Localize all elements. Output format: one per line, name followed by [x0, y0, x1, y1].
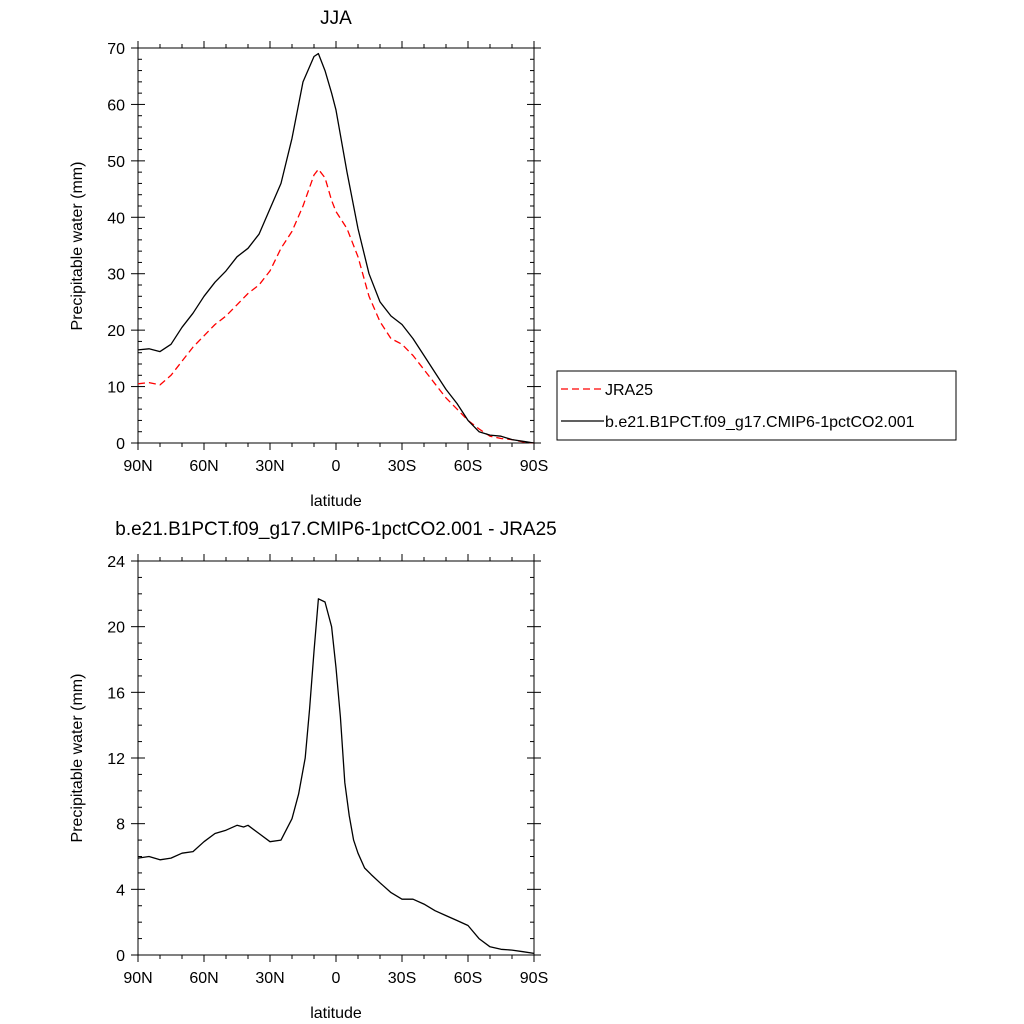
legend-label-model: b.e21.B1PCT.f09_g17.CMIP6-1pctCO2.001: [605, 414, 915, 431]
y-tick-label: 70: [107, 41, 125, 58]
y-tick-label: 20: [107, 323, 125, 340]
x-tick-label: 0: [332, 970, 341, 987]
axis-ticks: [131, 554, 541, 962]
legend-label-jra25: JRA25: [605, 382, 653, 399]
plot-frame: [137, 47, 535, 444]
series-line-1: [137, 52, 535, 444]
x-tick-label: 60N: [189, 458, 218, 475]
x-tick-label: 90S: [520, 970, 548, 987]
y-tick-label: 4: [116, 882, 125, 899]
y-tick-label: 12: [107, 751, 125, 768]
x-tick-label: 0: [332, 458, 341, 475]
series-lines: [137, 598, 535, 955]
axis-ticks: [131, 41, 541, 450]
x-tick-label: 60N: [189, 970, 218, 987]
chart-title: b.e21.B1PCT.f09_g17.CMIP6-1pctCO2.001 - …: [115, 519, 556, 540]
x-axis-label: latitude: [310, 1005, 362, 1022]
y-tick-label: 50: [107, 154, 125, 171]
x-tick-label: 90N: [123, 970, 152, 987]
x-axis-label: latitude: [310, 493, 362, 510]
y-tick-label: 30: [107, 267, 125, 284]
x-tick-label: 30N: [255, 458, 284, 475]
chart-jja: JJA 90N 60N 30N 0 30S 60S 90S 010203040506070 …: [69, 8, 548, 510]
x-tick-label: 30S: [388, 458, 416, 475]
plot-frame: [137, 560, 535, 956]
chart-title: JJA: [320, 8, 352, 29]
chart-difference: b.e21.B1PCT.f09_g17.CMIP6-1pctCO2.001 - …: [69, 519, 557, 1022]
x-tick-label: 90N: [123, 458, 152, 475]
x-tick-labels: 90N 60N 30N 0 30S 60S 90S: [123, 458, 548, 475]
series-lines: [137, 52, 535, 444]
y-tick-labels: 0 4 8 12 16 20 24: [107, 554, 125, 965]
y-tick-labels: 0 10 20 30 40 50 60 70: [107, 41, 125, 453]
x-tick-label: 90S: [520, 458, 548, 475]
y-tick-label: 10: [107, 380, 125, 397]
y-axis-label: Precipitable water (mm): [69, 162, 86, 331]
y-axis-label: Precipitable water (mm): [69, 674, 86, 843]
y-tick-label: 24: [107, 554, 125, 571]
y-tick-label: 40: [107, 210, 125, 227]
legend-box: [556, 370, 957, 441]
x-tick-label: 30S: [388, 970, 416, 987]
y-tick-label: 16: [107, 685, 125, 702]
y-tick-label: 8: [116, 817, 125, 834]
series-line-0: [137, 168, 535, 444]
x-tick-label: 60S: [454, 970, 482, 987]
x-tick-label: 30N: [255, 970, 284, 987]
y-tick-label: 0: [116, 436, 125, 453]
series-line-0: [137, 598, 535, 955]
x-tick-label: 60S: [454, 458, 482, 475]
legend: JRA25 b.e21.B1PCT.f09_g17.CMIP6-1pctCO2.…: [556, 370, 957, 441]
y-tick-label: 0: [116, 948, 125, 965]
y-tick-label: 20: [107, 620, 125, 637]
y-tick-label: 60: [107, 97, 125, 114]
x-tick-labels: 90N 60N 30N 0 30S 60S 90S: [123, 970, 548, 987]
